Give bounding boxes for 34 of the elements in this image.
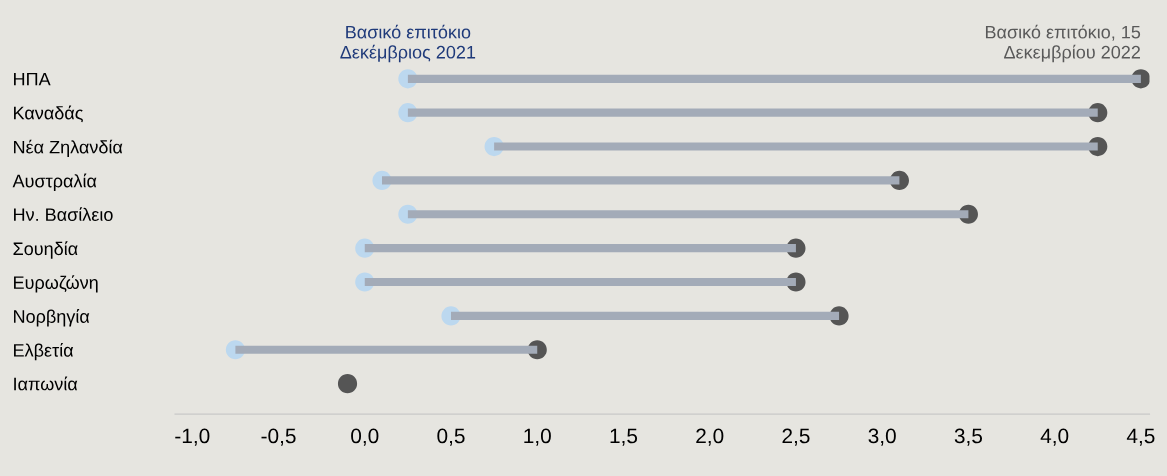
y-tick-label: Ευρωζώνη: [14, 275, 98, 293]
y-tick-label: Αυστραλία: [12, 173, 97, 191]
y-tick-label: Νορβηγία: [14, 309, 90, 327]
x-tick-label: 4,0: [1040, 428, 1069, 446]
x-tick-label: 3,0: [868, 428, 896, 446]
x-tick-label: -0,5: [261, 428, 296, 446]
x-tick-label: 2,5: [782, 428, 810, 446]
x-tick-label: 1,5: [610, 428, 638, 446]
bar: [364, 277, 796, 287]
bar: [382, 176, 900, 185]
bar: [235, 345, 538, 354]
x-tick-label: 3,5: [954, 428, 983, 446]
y-tick-label: Καναδάς: [14, 105, 83, 123]
y-tick-label: Σουηδία: [13, 241, 78, 259]
bar: [364, 244, 796, 253]
bar: [451, 311, 840, 320]
y-tick-label: Ιαπωνία: [14, 376, 78, 391]
x-tick-label: 4,5: [1126, 428, 1155, 446]
bar: [407, 74, 1141, 83]
bar: [407, 210, 969, 219]
y-tick-label: Νέα Ζηλανδία: [14, 139, 123, 158]
x-tick-label: -1,0: [175, 428, 210, 446]
y-tick-label: Ην. Βασίλειο: [14, 207, 113, 222]
x-tick-label: 1,0: [524, 428, 551, 446]
y-tick-label: ΗΠΑ: [14, 72, 51, 86]
y-tick-label: Ελβετία: [14, 342, 74, 361]
bar: [407, 108, 1098, 117]
x-tick-label: 2,0: [696, 428, 724, 446]
annotation: Βασικό επιτόκιο Δεκέμβριος 2021: [340, 24, 476, 63]
point: [337, 374, 358, 394]
bar: [494, 142, 1098, 151]
x-tick-label: 0,5: [437, 428, 465, 446]
x-tick-label: 0,0: [351, 428, 379, 446]
annotation: Βασικό επιτόκιο, 15 Δεκεμβρίου 2022: [985, 24, 1141, 63]
